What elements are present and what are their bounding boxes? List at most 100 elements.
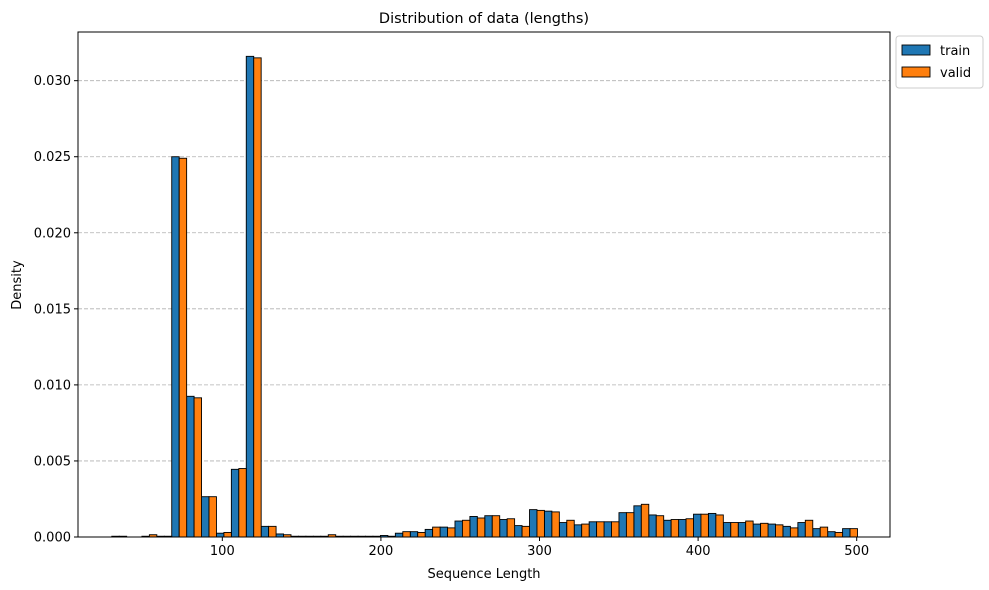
bar-train (394, 532, 404, 538)
bar-train (454, 520, 463, 538)
bar-valid (611, 521, 620, 538)
bar-train (484, 515, 493, 538)
bar-train (439, 526, 448, 538)
x-axis-label: Sequence Length (427, 567, 540, 582)
bar-valid (551, 511, 560, 538)
x-tick-label: 200 (369, 544, 394, 559)
bar-train (543, 510, 553, 538)
bar-train (797, 522, 806, 538)
y-tick-label: 0.000 (34, 531, 71, 546)
bar-valid (253, 57, 262, 538)
x-tick-label: 100 (210, 544, 235, 559)
bar-train (469, 516, 478, 538)
bar-valid (208, 496, 217, 538)
bar-train (603, 521, 612, 538)
bar-train (558, 522, 568, 538)
bar-train (201, 496, 210, 538)
bar-valid (775, 524, 784, 538)
bar-train (722, 522, 732, 538)
bar-train (171, 156, 180, 538)
bar-train (812, 528, 821, 538)
bar-valid (461, 519, 471, 538)
bar-valid (760, 522, 769, 538)
y-tick-label: 0.030 (34, 74, 71, 89)
bar-valid (834, 531, 844, 538)
bar-train (618, 512, 627, 538)
bar-train (499, 519, 508, 538)
bar-train (260, 525, 270, 538)
y-axis-label: Density (10, 260, 25, 310)
bar-train (529, 509, 538, 538)
bar-train (827, 531, 836, 538)
bar-valid (223, 531, 232, 538)
bar-valid (491, 515, 501, 538)
bar-valid (685, 518, 694, 538)
bar-valid (700, 513, 709, 538)
legend: train valid (895, 35, 984, 89)
bar-valid (521, 525, 530, 538)
bar-valid (238, 468, 247, 538)
bar-valid (730, 522, 739, 538)
bar-train (633, 505, 642, 538)
bar-valid (655, 515, 665, 538)
bar-valid (670, 519, 680, 538)
y-tick-label: 0.025 (34, 150, 71, 165)
bar-valid (640, 503, 650, 538)
bar-train (737, 522, 747, 538)
bar-train (767, 523, 776, 538)
legend-swatch-valid (901, 66, 931, 78)
bar-train (230, 468, 240, 538)
bar-valid (178, 157, 188, 538)
bar-train (663, 519, 672, 538)
bar-valid (447, 527, 456, 538)
legend-label-train: train (940, 44, 970, 59)
bar-train (707, 512, 717, 538)
bar-valid (476, 517, 486, 538)
x-tick-label: 300 (527, 544, 552, 559)
bar-train (842, 528, 851, 538)
bar-valid (402, 531, 411, 538)
bar-train (216, 532, 225, 538)
bar-train (588, 521, 598, 538)
bar-train (245, 55, 255, 538)
chart-title: Distribution of data (lengths) (379, 11, 589, 27)
bars-layer (111, 55, 858, 538)
bar-valid (506, 518, 516, 538)
bar-train (573, 524, 583, 538)
legend-label-valid: valid (940, 66, 971, 81)
bar-train (752, 523, 762, 538)
bar-valid (193, 397, 202, 538)
bar-train (678, 519, 687, 538)
bar-valid (715, 514, 724, 538)
x-tick-label: 500 (844, 544, 869, 559)
bar-valid (268, 525, 277, 538)
bar-train (648, 514, 657, 538)
bar-train (186, 395, 195, 538)
bar-train (424, 528, 434, 538)
bar-valid (536, 509, 545, 538)
bar-train (409, 531, 419, 538)
bar-train (693, 513, 702, 538)
bar-valid (596, 521, 605, 538)
y-tick-label: 0.005 (34, 454, 71, 469)
y-tick-label: 0.015 (34, 302, 71, 317)
ticks-layer: 100 200 300 400 500 0.000 0.005 0.010 0.015 0.020… (34, 74, 869, 559)
bar-valid (849, 528, 858, 538)
grid-layer (78, 80, 890, 462)
y-tick-label: 0.020 (34, 226, 71, 241)
bar-valid (745, 520, 754, 538)
bar-train (514, 525, 523, 538)
y-tick-label: 0.010 (34, 378, 71, 393)
bar-valid (566, 519, 575, 538)
bar-valid (819, 526, 829, 538)
plot-frame (77, 31, 891, 538)
bar-valid (789, 527, 799, 538)
x-tick-label: 400 (686, 544, 711, 559)
bar-train (782, 525, 791, 538)
bar-valid (417, 531, 426, 538)
bar-valid (804, 519, 814, 538)
legend-swatch-train (901, 44, 931, 56)
bar-valid (581, 523, 590, 538)
